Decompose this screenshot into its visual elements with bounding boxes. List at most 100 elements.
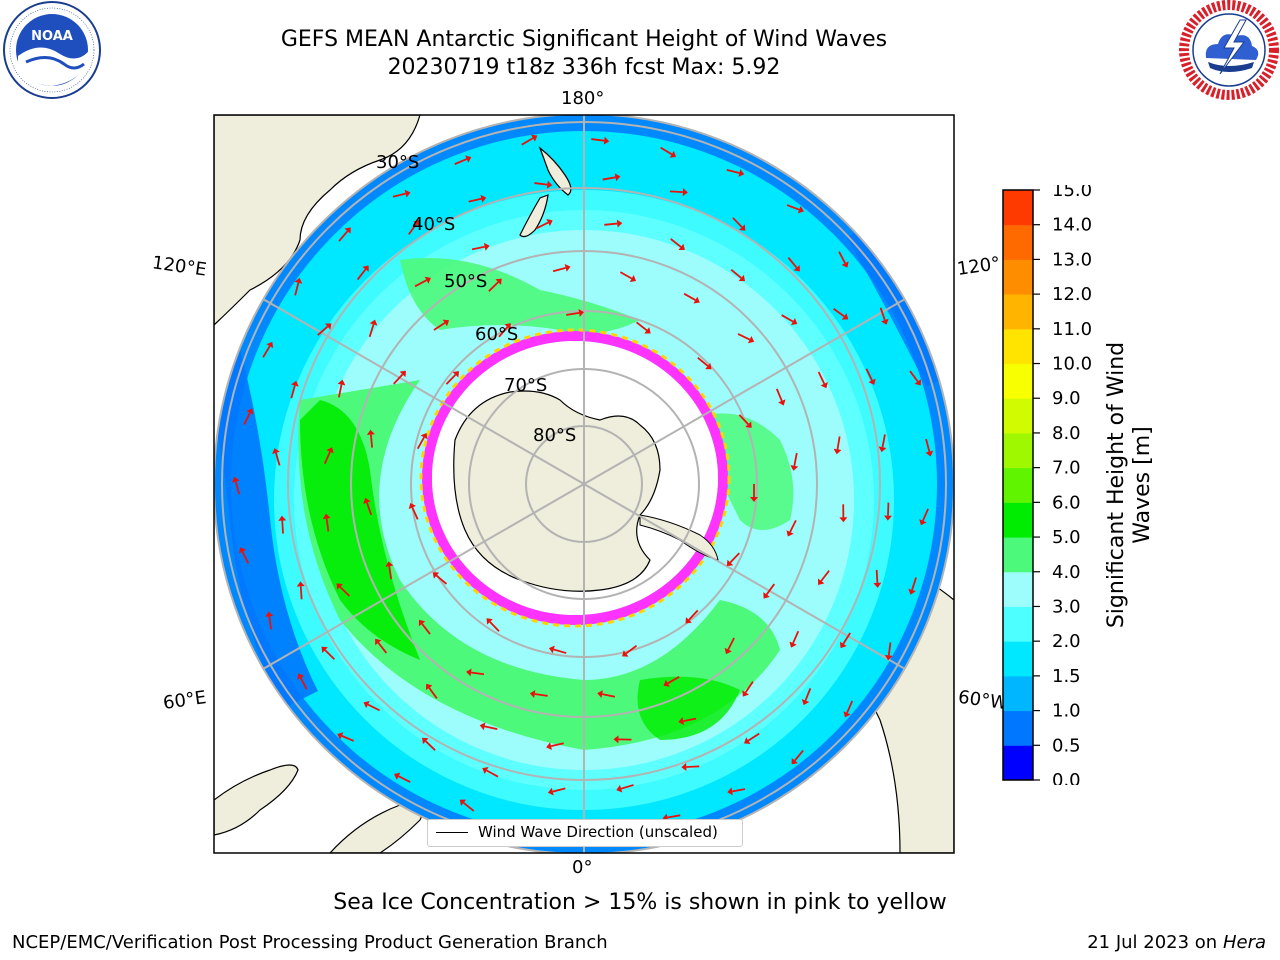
wave-direction-arrow-head (820, 381, 828, 389)
wave-direction-arrow-shaft (730, 268, 742, 279)
legend-line-marker (436, 832, 468, 833)
wave-direction-arrow-head (291, 380, 299, 387)
wave-direction-arrow-head (459, 799, 467, 806)
wave-direction-arrow-shaft (842, 632, 851, 645)
wave-direction-arrow-head (465, 155, 472, 163)
colorbar-swatch (1003, 432, 1033, 469)
wave-direction-arrow-head (322, 513, 331, 520)
wave-direction-arrow-shaft (566, 312, 580, 316)
wave-direction-arrow-shaft (789, 519, 797, 533)
wave-direction-arrow-head (546, 742, 552, 751)
wave-direction-arrow-shaft (925, 438, 931, 452)
wave-direction-arrow-shaft (737, 333, 751, 341)
wave-direction-arrow-shaft (732, 788, 746, 793)
wave-direction-arrow-head (693, 296, 700, 304)
colorbar-tick-label: 0.5 (1052, 735, 1081, 756)
wave-direction-arrow-head (790, 465, 799, 471)
colorbar-tick-label: 12.0 (1052, 284, 1092, 305)
wave-direction-arrow-shaft (243, 412, 251, 425)
wave-direction-arrow-shaft (234, 481, 241, 495)
wave-direction-arrow-head (616, 784, 623, 793)
wave-direction-arrow-head (385, 561, 394, 567)
wave-direction-arrow-head (833, 448, 842, 455)
wave-direction-arrow-shaft (688, 609, 699, 621)
wave-direction-arrow-head (420, 432, 428, 440)
wave-direction-arrow-head (452, 371, 459, 378)
latitude-label-60s: 60°S (475, 324, 519, 345)
wave-direction-arrow-head (614, 173, 621, 182)
wave-direction-arrow-shaft (275, 452, 281, 466)
wave-direction-arrow-head (616, 219, 623, 228)
wave-direction-arrow-head (278, 515, 287, 521)
wave-direction-arrow-shaft (686, 765, 700, 768)
wave-direction-arrow-head (744, 737, 751, 745)
noaa-logo: NOAA (3, 1, 101, 99)
wave-direction-arrow-shaft (635, 321, 648, 332)
wave-direction-arrow-head (231, 476, 240, 483)
wave-direction-arrow-head (479, 722, 486, 731)
wave-direction-arrow-shaft (601, 693, 616, 698)
wave-direction-arrow-shaft (468, 197, 482, 203)
wave-direction-arrow-head (404, 189, 411, 198)
colorbar: 0.0 0.5 1.0 1.5 2.0 3.0 4.0 5.0 6.0 7.0 8.0 9.0 10.0… (1002, 185, 1092, 785)
wave-direction-arrow-head (738, 274, 746, 282)
colorbar-swatch (1003, 502, 1033, 538)
wave-direction-arrow-shaft (356, 268, 367, 281)
sea-ice-note: Sea Ice Concentration > 15% is shown in … (333, 890, 947, 915)
wave-direction-arrow-head (801, 698, 810, 706)
wave-direction-arrow-shaft (488, 281, 499, 292)
wave-direction-arrow-shaft (729, 552, 740, 564)
wave-direction-arrow-head (297, 673, 305, 680)
africa-land (214, 764, 299, 836)
noaa-logo-text: NOAA (31, 29, 73, 44)
footer-date-text: 21 Jul 2023 on (1087, 932, 1223, 953)
chart-title: GEFS MEAN Antarctic Significant Height o… (280, 27, 888, 52)
wave-direction-arrow-shaft (625, 644, 638, 655)
wave-direction-arrow-head (644, 327, 651, 334)
wave-direction-arrow-head (738, 169, 745, 177)
wave-direction-arrow-head (873, 582, 882, 588)
colorbar-tick-label: 13.0 (1052, 249, 1092, 270)
wave-direction-arrow-shaft (411, 507, 419, 520)
wave-direction-arrow-head (578, 308, 585, 317)
colorbar-swatch (1003, 328, 1033, 365)
wave-direction-arrow-shaft (669, 190, 683, 194)
wave-direction-arrow-head (868, 378, 876, 385)
wave-direction-arrow-head (919, 519, 927, 526)
wave-direction-arrow-head (745, 421, 752, 428)
wave-direction-arrow-shaft (366, 502, 373, 516)
colorbar-swatch (1003, 224, 1033, 260)
wave-direction-arrow-shaft (911, 577, 917, 591)
wave-direction-arrow-shaft (552, 787, 566, 793)
wave-direction-arrow-shaft (604, 222, 618, 226)
wave-direction-arrow-head (669, 150, 677, 158)
wave-direction-arrow-head (363, 497, 371, 504)
wave-direction-arrow-shaft (463, 802, 475, 812)
wave-direction-arrow-head (841, 261, 849, 268)
latitude-label-70s: 70°S (504, 375, 548, 396)
colorbar-tick-label: 14.0 (1052, 215, 1092, 236)
wave-direction-arrow-head (925, 450, 934, 457)
colorbar-swatch (1003, 675, 1033, 712)
wave-direction-arrow-head (678, 243, 685, 251)
wave-direction-arrow-shaft (786, 204, 800, 211)
map-frame (213, 114, 955, 854)
wave-direction-arrow-head (246, 408, 254, 415)
wave-direction-arrow-shaft (534, 182, 548, 186)
wave-direction-arrow-head (839, 517, 848, 523)
wave-direction-arrow-shaft (875, 569, 879, 583)
wave-direction-arrow-shaft (323, 451, 331, 465)
colorbar-tick-label: 2.0 (1052, 631, 1081, 652)
wave-direction-arrow-head (344, 227, 351, 234)
wind-wave-arrows (231, 134, 934, 837)
wave-direction-arrow-shaft (392, 192, 406, 198)
colorbar-swatch (1003, 363, 1033, 399)
wave-direction-arrow-head (797, 205, 804, 214)
colorbar-swatch (1003, 571, 1033, 607)
wave-direction-arrow-shaft (534, 693, 548, 697)
wave-direction-arrow-shaft (670, 238, 682, 248)
wave-direction-arrow-shaft (484, 725, 498, 730)
wave-direction-arrow-head (482, 766, 489, 775)
wave-direction-arrow-shaft (324, 649, 335, 660)
wave-direction-arrow-head (564, 264, 571, 272)
